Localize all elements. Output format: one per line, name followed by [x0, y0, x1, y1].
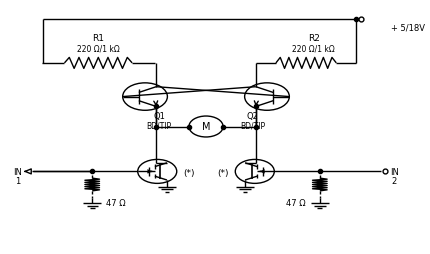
- Text: + 5/18V: + 5/18V: [390, 23, 424, 32]
- Text: (*): (*): [216, 168, 228, 178]
- Text: R1: R1: [92, 34, 104, 43]
- Text: M: M: [201, 122, 210, 132]
- Text: 220 Ω/1 kΩ: 220 Ω/1 kΩ: [292, 44, 335, 53]
- Text: IN: IN: [13, 167, 22, 176]
- Text: Q2: Q2: [246, 111, 258, 120]
- Text: 47 Ω: 47 Ω: [106, 198, 126, 207]
- Text: BD/TIP: BD/TIP: [240, 121, 265, 130]
- Text: 47 Ω: 47 Ω: [286, 198, 305, 207]
- Text: 220 Ω/1 kΩ: 220 Ω/1 kΩ: [77, 44, 120, 53]
- Text: Q1: Q1: [153, 111, 165, 120]
- Text: (*): (*): [183, 168, 195, 178]
- Text: 2: 2: [391, 176, 396, 185]
- Text: 1: 1: [15, 176, 20, 185]
- Text: IN: IN: [389, 167, 398, 176]
- Text: BD/TIP: BD/TIP: [146, 121, 172, 130]
- Text: R2: R2: [307, 34, 319, 43]
